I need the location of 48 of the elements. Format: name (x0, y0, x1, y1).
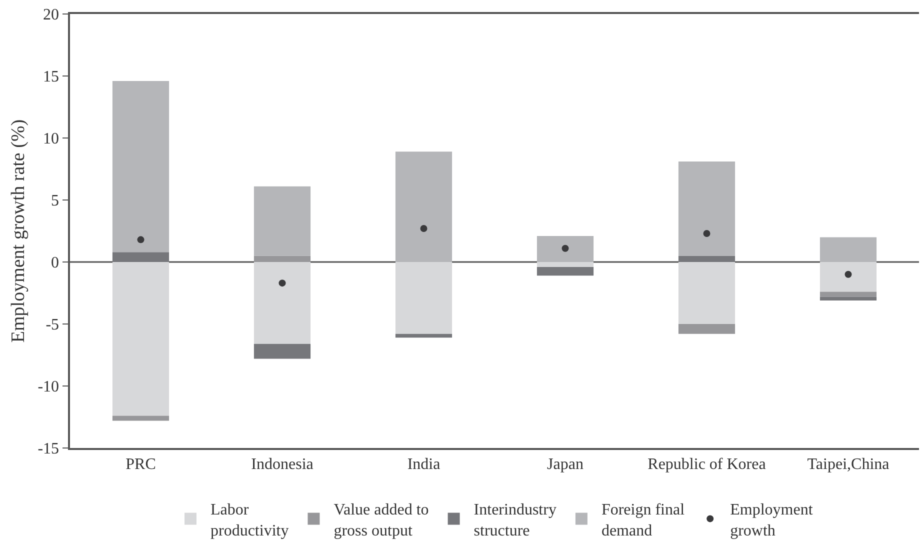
x-tick-label: Indonesia (251, 456, 314, 473)
bar (678, 324, 736, 334)
point (703, 230, 710, 237)
bar (112, 80, 170, 252)
bar (254, 256, 311, 262)
x-tick-label: PRC (126, 456, 156, 473)
point (137, 236, 144, 244)
point (844, 270, 852, 278)
bar (395, 334, 452, 338)
x-tick-label: Taipei,China (807, 456, 890, 473)
legend-label: Interindustry structure (474, 502, 556, 540)
bar (820, 262, 877, 292)
x-tick-label: India (407, 456, 440, 473)
x-tick-label: Japan (547, 456, 584, 473)
bar (678, 162, 736, 256)
bar (395, 262, 452, 334)
y-tick-label: 0 (51, 254, 60, 272)
bar (395, 152, 452, 262)
legend-label: Labor productivity (210, 502, 289, 540)
y-tick-label: 20 (43, 6, 60, 24)
bar (678, 262, 736, 324)
legend-label: Value added to gross output (334, 502, 429, 540)
legend-label: Employment growth (730, 502, 814, 540)
bar (820, 296, 877, 300)
y-tick-label: 10 (43, 130, 60, 148)
bar (820, 292, 877, 297)
bar (820, 237, 877, 262)
bar (112, 416, 170, 421)
y-tick-label: -10 (38, 378, 60, 396)
x-tick-label: Republic of Korea (648, 456, 766, 473)
y-tick-label: 15 (43, 68, 60, 86)
bar (254, 344, 311, 359)
point (278, 280, 286, 287)
bar (536, 266, 594, 276)
y-tick-label: 5 (51, 192, 60, 210)
bar (254, 186, 311, 256)
bar (112, 262, 170, 416)
point (562, 244, 569, 252)
y-tick-label: -15 (38, 440, 60, 458)
legend-label: Foreign final demand (601, 502, 686, 540)
bar (536, 236, 594, 262)
y-tick-label: -5 (46, 316, 60, 334)
bar (254, 262, 311, 344)
bar (536, 262, 594, 267)
y-axis-title: Employment growth rate (%) (8, 119, 30, 343)
bar (678, 256, 736, 262)
point (420, 225, 428, 232)
bar (112, 252, 170, 262)
